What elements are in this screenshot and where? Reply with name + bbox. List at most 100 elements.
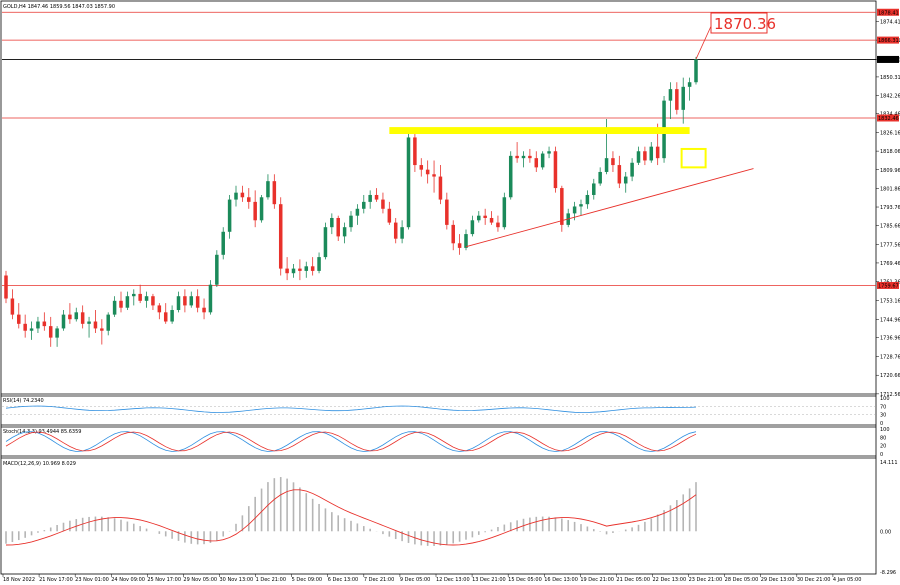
macd-bar [567,520,570,532]
stoch-tick-label: 100 [880,427,890,433]
stoch-label: Stoch(14,3,3) 93.4944 85.6359 [3,429,81,435]
candle-body [508,155,513,198]
macd-bar [311,498,314,532]
macd-bar [439,531,442,546]
candle-body [151,296,155,306]
candle-body [560,188,564,225]
candle-body [253,201,257,221]
y-tick-label: 1801.86 [880,186,900,192]
macd-bar [62,522,65,532]
x-tick-label: 30 Dec 21:00 [797,577,831,583]
candle-body [272,181,277,205]
macd-bar [477,531,480,535]
candle-body [144,296,149,301]
macd-bar [548,516,550,532]
x-tick-label: 22 Dec 13:00 [653,577,687,583]
x-tick-label: 6 Dec 13:00 [328,577,358,583]
candle-body [259,197,264,221]
macd-bar [177,531,180,541]
candle-body [202,307,206,313]
macd-bar [184,531,186,543]
price-tag [877,55,899,63]
macd-bar [554,517,557,532]
price-tag-label: 1832.46 [878,116,899,122]
macd-bar [139,526,141,532]
candle-body [317,257,321,271]
candle-body [221,231,225,255]
macd-bar [535,516,538,532]
resistance-zone[interactable] [389,127,690,134]
candle-body [80,312,85,324]
price-tag-label: 1759.67 [878,283,899,289]
candle-body [528,155,532,159]
candle-body [694,59,698,83]
candle-body [611,158,615,166]
candle-body [649,146,654,161]
price-callout[interactable]: 1870.36 [710,12,776,34]
price-tag [877,36,899,44]
candle-body [23,323,27,331]
macd-bar [24,531,26,538]
x-tick-label: 19 Dec 21:00 [580,577,614,583]
macd-bar [286,478,288,532]
macd-bar [17,531,20,541]
macd-tick-label: 0.00 [880,529,891,535]
candle-body [387,208,392,223]
candle-body [138,293,142,301]
macd-tick-label: 14.111 [880,460,898,466]
x-tick-label: 30 Nov 13:00 [220,577,254,583]
macd-bar [101,516,103,532]
x-tick-label: 23 Dec 21:00 [689,577,723,583]
macd-bar [586,526,589,532]
macd-tick-label: -8.296 [880,570,896,576]
candle-body [17,314,21,324]
stoch-main-line [5,431,697,452]
candle-body [48,326,53,338]
candle-body [598,171,602,184]
macd-bar [145,528,148,532]
macd-bar [171,531,173,539]
x-tick-label: 9 Dec 05:00 [400,577,430,583]
macd-bar [49,527,52,532]
price-tag [877,114,899,122]
candle-body [643,151,647,161]
candle-body [208,284,213,313]
macd-bar [471,531,474,538]
rsi-tick-label: 0 [880,421,883,427]
macd-bar [676,500,678,532]
chart-frame [0,0,877,575]
macd-bar [541,516,544,532]
candle-body [445,199,449,225]
candle-body [687,82,692,87]
candle-body [170,310,174,322]
candle-body [330,217,334,228]
support-trendline[interactable] [465,168,754,248]
candle-body [266,181,270,198]
candle-body [74,312,79,320]
macd-bar [644,521,646,532]
y-tick-label: 1712.56 [880,392,900,398]
price-tag [877,8,899,16]
y-tick-label: 1720.66 [880,373,900,379]
rsi-line [5,405,697,413]
macd-bar [490,529,493,532]
candle-body [553,151,558,189]
candle-body [106,314,110,331]
macd-bar [88,516,90,532]
y-tick-label: 1850.31 [880,75,900,81]
candle-body [298,268,302,271]
y-tick-label: 1777.56 [880,242,900,248]
macd-bar [650,518,653,532]
candle-body [604,158,609,172]
macd-bar [247,506,250,532]
stoch-signal-line [5,431,697,452]
candle-body [521,155,526,159]
y-tick-label: 1793.76 [880,205,900,211]
rsi-tick-label: 70 [880,404,886,410]
macd-bar [158,531,161,534]
macd-bar [394,531,397,540]
x-tick-label: 12 Dec 13:00 [436,577,470,583]
callout-text: 1870.36 [714,15,776,33]
callout-box [710,12,768,34]
macd-label: MACD(12,26,9) 10.969 8.029 [3,461,76,467]
